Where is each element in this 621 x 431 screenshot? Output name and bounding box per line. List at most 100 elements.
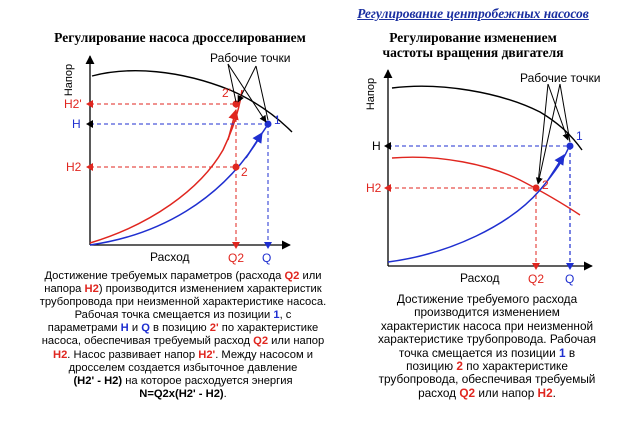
- right-caption-fragment: .: [552, 385, 556, 400]
- right-caption-fragment: точка смещается из позиции: [398, 345, 559, 360]
- left-caption-fragment: дросселем создается избыточное давление: [68, 361, 298, 374]
- left-label-h: H: [72, 117, 81, 131]
- left-caption: Достижение требуемых параметров (расхода…: [14, 270, 352, 401]
- right-caption-line: точка смещается из позиции 1 в: [356, 345, 618, 360]
- left-caption-fragment: в позицию: [149, 322, 210, 335]
- left-pipeline-original: [89, 121, 271, 246]
- right-caption-line: позицию 2 по характеристике: [356, 359, 618, 374]
- left-caption-fragment: (H2' - H2): [73, 374, 123, 387]
- left-label-q: Q: [262, 251, 271, 265]
- right-label-p2: 2: [542, 178, 549, 192]
- right-label-p1: 1: [576, 129, 583, 143]
- left-caption-fragment: . Между насосом и: [215, 348, 314, 361]
- left-caption-line: параметрами H и Q в позицию 2' по характ…: [14, 322, 352, 335]
- right-work-points-label: Рабочие точки: [520, 71, 601, 85]
- right-caption-fragment: трубопровода, обеспечивая требуемый: [378, 372, 596, 387]
- right-panel-title: Регулирование изменением частоты вращени…: [330, 30, 616, 60]
- right-caption-fragment: 2: [456, 359, 463, 374]
- right-caption: Достижение требуемого расхода производитс…: [356, 292, 618, 400]
- left-caption-fragment: параметрами: [47, 322, 121, 335]
- left-red-arrow: [227, 108, 239, 141]
- left-caption-fragment: Рабочая точка смещается из позиции: [74, 309, 274, 322]
- left-caption-line: (H2' - H2) на которое расходуется энерги…: [14, 375, 352, 388]
- right-caption-fragment: расход: [418, 385, 460, 400]
- right-label-q: Q: [565, 272, 574, 286]
- left-caption-fragment: 2': [209, 322, 219, 335]
- right-caption-fragment: H2: [537, 385, 553, 400]
- left-y-axis-label: Напор: [63, 64, 75, 96]
- right-label-q2: Q2: [528, 272, 544, 286]
- left-caption-fragment: напора: [44, 283, 85, 296]
- left-caption-line: H2. Насос развивает напор H2'. Между нас…: [14, 349, 352, 362]
- left-label-h2prime: H2': [64, 97, 82, 111]
- left-caption-fragment: Q2: [284, 270, 300, 282]
- right-point-2: [532, 184, 540, 192]
- left-caption-fragment: Достижение требуемых параметров (расхода: [44, 270, 285, 282]
- right-caption-fragment: Достижение требуемого расхода: [396, 292, 578, 306]
- left-caption-line: насоса, обеспечивая требуемый расход Q2 …: [14, 335, 352, 348]
- left-caption-line: трубопровода при неизменной характеристи…: [14, 296, 352, 309]
- right-caption-line: характеристик насоса при неизменной: [356, 318, 618, 333]
- left-caption-fragment: .: [223, 387, 227, 400]
- right-caption-fragment: или напор: [475, 385, 538, 400]
- left-caption-fragment: H2: [52, 348, 68, 361]
- right-label-h: H: [372, 139, 381, 153]
- left-pump-curve: [91, 70, 293, 133]
- left-caption-fragment: насоса, обеспечивая требуемый расход: [41, 335, 254, 348]
- left-caption-line: дросселем создается избыточное давление: [14, 362, 352, 375]
- left-caption-fragment: или: [299, 270, 322, 282]
- left-label-q2: Q2: [228, 251, 244, 265]
- left-caption-fragment: . Насос развивает напор: [67, 348, 199, 361]
- left-caption-fragment: по характеристике: [218, 322, 319, 335]
- left-point-2: [232, 163, 240, 171]
- left-label-h2: H2: [66, 160, 82, 174]
- left-caption-line: Рабочая точка смещается из позиции 1, с: [14, 309, 352, 322]
- page-title: Регулирование центробежных насосов: [357, 6, 589, 21]
- left-caption-line: напора H2) производится изменением харак…: [14, 283, 352, 296]
- right-caption-line: характеристике трубопровода. Рабочая: [356, 333, 618, 346]
- left-x-axis-label: Расход: [150, 250, 190, 264]
- right-label-h2: H2: [366, 181, 382, 195]
- left-caption-fragment: N=Q2x(H2' - H2): [139, 387, 224, 400]
- right-caption-fragment: в: [565, 345, 576, 360]
- right-caption-fragment: производится изменением: [414, 305, 560, 320]
- right-caption-fragment: по характеристике: [462, 359, 568, 374]
- left-caption-fragment: и: [128, 322, 142, 335]
- right-x-axis-label: Расход: [460, 271, 500, 285]
- right-point-1: [566, 142, 574, 150]
- left-caption-fragment: Q: [141, 322, 150, 335]
- right-caption-line: Достижение требуемого расхода: [356, 292, 618, 306]
- left-caption-fragment: Q2: [253, 335, 269, 348]
- right-caption-fragment: Q2: [459, 385, 476, 400]
- left-caption-line: N=Q2x(H2' - H2).: [14, 388, 352, 401]
- right-panel-title-line1: Регулирование изменением: [389, 30, 557, 45]
- left-label-p1: 1: [274, 113, 281, 127]
- left-caption-line: Достижение требуемых параметров (расхода…: [14, 270, 352, 283]
- right-caption-fragment: 1: [559, 345, 566, 360]
- left-label-p2: 2: [241, 165, 248, 179]
- left-caption-fragment: или напор: [268, 335, 325, 348]
- left-caption-fragment: H2': [198, 348, 216, 361]
- right-caption-fragment: характеристике трубопровода. Рабочая: [377, 332, 597, 347]
- left-caption-fragment: 1: [273, 309, 280, 322]
- left-caption-fragment: трубопровода при неизменной характеристи…: [39, 296, 327, 309]
- right-caption-fragment: позицию: [406, 359, 457, 374]
- left-blue-arrow: [245, 132, 263, 159]
- right-caption-fragment: характеристик насоса при неизменной: [380, 318, 594, 333]
- right-caption-line: трубопровода, обеспечивая требуемый: [356, 373, 618, 386]
- left-label-p2prime: 2': [222, 86, 231, 100]
- left-work-points-label: Рабочие точки: [210, 51, 291, 65]
- left-caption-fragment: H2: [84, 283, 99, 296]
- right-pump-curve-nominal: [391, 85, 583, 151]
- left-caption-fragment: H: [120, 322, 129, 335]
- left-caption-fragment: на которое расходуется энергия: [122, 374, 293, 387]
- left-panel-title: Регулирование насоса дросселированием: [54, 30, 306, 45]
- right-y-axis-label: Напор: [365, 78, 377, 110]
- right-caption-line: производится изменением: [356, 306, 618, 319]
- left-caption-fragment: , с: [279, 309, 292, 322]
- left-caption-fragment: ) производится изменением характеристик: [98, 283, 322, 296]
- right-panel-title-line2: частоты вращения двигателя: [382, 45, 564, 60]
- right-caption-line: расход Q2 или напор H2.: [356, 385, 618, 400]
- right-pump-curve-reduced: [391, 156, 581, 216]
